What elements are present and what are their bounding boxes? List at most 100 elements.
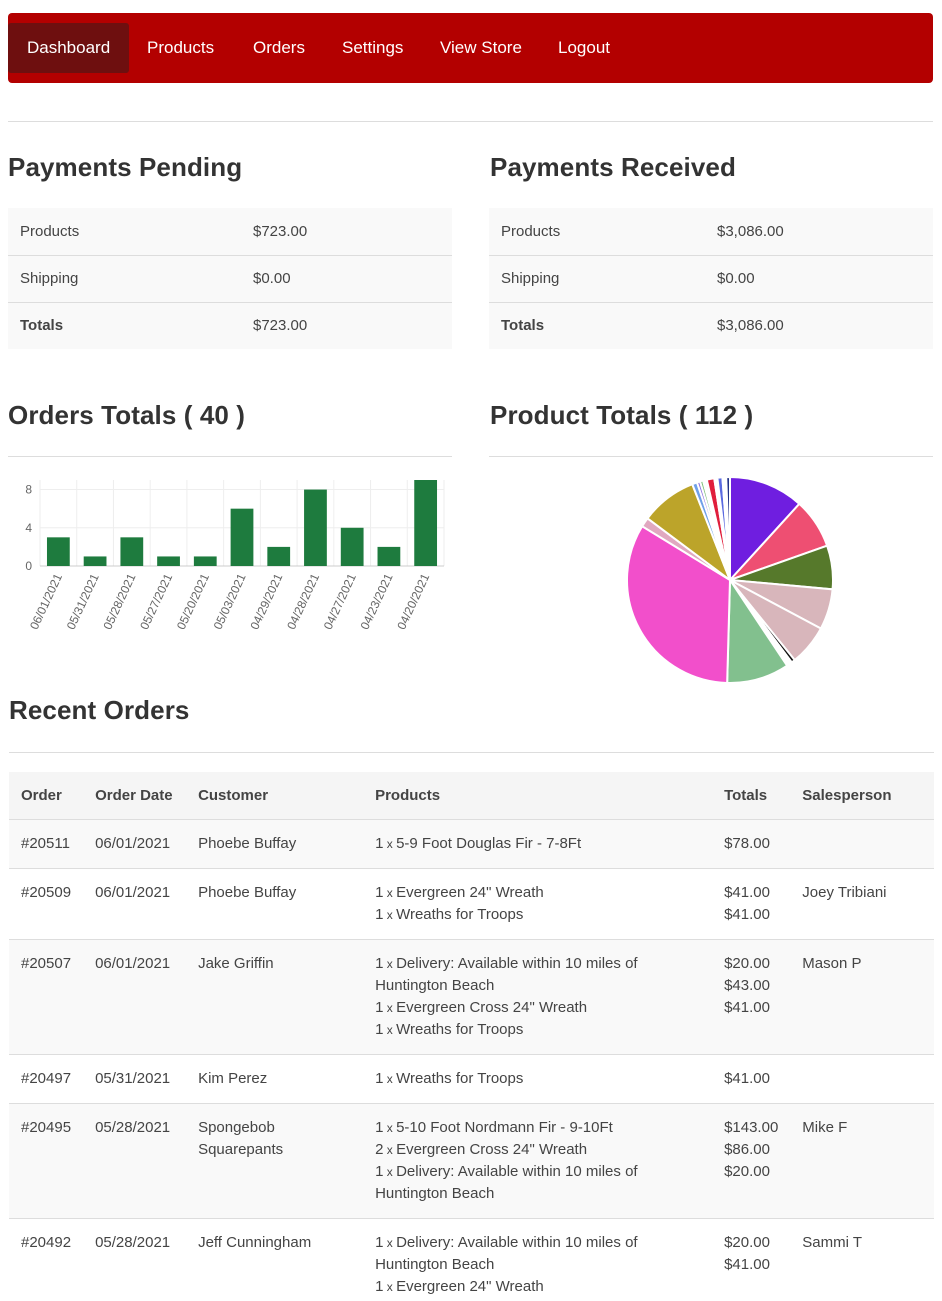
order-number[interactable]: #20495: [9, 1103, 84, 1219]
y-tick-label: 0: [25, 559, 32, 573]
product-name: 5-10 Foot Nordmann Fir - 9-10Ft: [396, 1118, 613, 1136]
pie-slice[interactable]: [729, 475, 801, 583]
table-row[interactable]: #20509 06/01/2021 Phoebe Buffay 1 x Evergre…: [9, 868, 934, 940]
x-tick-label: 05/31/2021: [64, 571, 102, 632]
nav-dashboard[interactable]: Dashboard: [8, 23, 130, 73]
recent-orders-table: Order Order Date Customer Products Total…: [9, 772, 934, 1301]
row-value: $0.00: [705, 255, 933, 303]
product-name: Evergreen 24" Wreath: [396, 883, 544, 901]
product-line: 1 x Wreaths for Troops: [375, 904, 700, 926]
order-date: 06/01/2021: [83, 868, 187, 940]
orders-bar-chart: 0 4 8 06/01/202105/31/202105/28/202105/27/2…: [25, 480, 445, 632]
order-date: 06/01/2021: [83, 819, 187, 869]
order-number[interactable]: #20497: [9, 1054, 84, 1104]
order-salesperson: Joey Tribiani: [790, 868, 934, 940]
table-row[interactable]: #20507 06/01/2021 Jake Griffin 1 x Delivery…: [9, 939, 934, 1055]
table-row[interactable]: #20495 05/28/2021 Spongebob Squarepants 1 x…: [9, 1103, 934, 1219]
bar[interactable]: [414, 480, 438, 566]
table-row: Shipping $0.00: [489, 255, 933, 303]
line-total: $20.00: [724, 1233, 770, 1251]
pie-slice[interactable]: [725, 475, 731, 581]
order-totals: $78.00: [712, 819, 791, 869]
bar[interactable]: [340, 527, 364, 566]
bar[interactable]: [267, 546, 291, 566]
order-number[interactable]: #20509: [9, 868, 84, 940]
bar[interactable]: [83, 556, 107, 566]
product-name: Delivery: Available within 10 miles of H…: [375, 954, 638, 994]
row-label: Shipping: [8, 255, 241, 303]
bar[interactable]: [46, 537, 70, 566]
product-qty: 1: [375, 998, 384, 1016]
order-number[interactable]: #20507: [9, 939, 84, 1055]
order-customer: Jake Griffin: [186, 939, 364, 1055]
product-totals-title: Product Totals ( 112 ): [490, 400, 754, 430]
table-row: Totals $3,086.00: [489, 302, 933, 349]
x-tick-label: 04/20/2021: [394, 571, 432, 632]
bar[interactable]: [230, 508, 254, 566]
order-salesperson: Mike F: [790, 1103, 934, 1219]
row-value: $3,086.00: [705, 302, 933, 349]
product-line: 1 x Delivery: Available within 10 miles …: [375, 1161, 700, 1205]
times-sign: x: [383, 907, 397, 922]
payments-pending-title: Payments Pending: [8, 152, 243, 182]
product-qty: 1: [375, 1069, 384, 1087]
order-products: 1 x Evergreen 24" Wreath 1 x Wreaths for …: [363, 868, 713, 940]
col-products: Products: [363, 772, 713, 820]
y-tick-label: 4: [25, 521, 32, 535]
product-qty: 1: [375, 883, 384, 901]
recent-orders-title: Recent Orders: [9, 695, 190, 725]
times-sign: x: [383, 885, 397, 900]
product-line: 1 x Wreaths for Troops: [375, 1019, 700, 1041]
nav-orders[interactable]: Orders: [253, 38, 305, 57]
product-line: 1 x Delivery: Available within 10 miles …: [375, 1232, 700, 1276]
order-customer: Jeff Cunningham: [186, 1218, 364, 1301]
times-sign: x: [383, 1164, 397, 1179]
divider: [9, 752, 934, 753]
product-qty: 2: [375, 1140, 384, 1158]
order-salesperson: [790, 1054, 934, 1104]
product-qty: 1: [375, 1020, 384, 1038]
line-total: $143.00: [724, 1118, 779, 1136]
table-row[interactable]: #20492 05/28/2021 Jeff Cunningham 1 x Deliv…: [9, 1218, 934, 1301]
bar[interactable]: [377, 546, 401, 566]
row-label: Shipping: [489, 255, 705, 303]
nav-settings[interactable]: Settings: [342, 38, 404, 57]
bar[interactable]: [120, 537, 144, 566]
table-row: Products $723.00: [8, 208, 452, 256]
bar[interactable]: [193, 556, 217, 566]
orders-totals-title: Orders Totals ( 40 ): [8, 400, 246, 430]
row-label: Products: [8, 208, 241, 256]
product-qty: 1: [375, 1233, 384, 1251]
product-name: Evergreen Cross 24" Wreath: [396, 998, 588, 1016]
product-qty: 1: [375, 834, 384, 852]
line-total: $78.00: [724, 834, 770, 852]
y-tick-label: 8: [25, 483, 32, 497]
product-line: 1 x Evergreen Cross 24" Wreath: [375, 997, 700, 1019]
nav-logout[interactable]: Logout: [558, 38, 610, 57]
nav-view-store[interactable]: View Store: [440, 38, 522, 57]
table-row[interactable]: #20497 05/31/2021 Kim Perez 1 x Wreaths for…: [9, 1054, 934, 1104]
order-date: 05/28/2021: [83, 1103, 187, 1219]
bar[interactable]: [157, 556, 180, 566]
main-navbar: Dashboard Products Orders Settings View …: [8, 13, 933, 83]
x-tick-label: 06/01/2021: [27, 571, 65, 632]
order-number[interactable]: #20492: [9, 1218, 84, 1301]
order-customer: Phoebe Buffay: [186, 819, 364, 869]
bar[interactable]: [304, 489, 327, 566]
times-sign: x: [383, 1235, 397, 1250]
line-total: $41.00: [724, 883, 770, 901]
product-line: 1 x 5-9 Foot Douglas Fir - 7-8Ft: [375, 833, 700, 855]
x-tick-label: 05/20/2021: [174, 571, 212, 632]
product-line: 1 x Evergreen 24" Wreath: [375, 1276, 700, 1298]
product-pie-chart: [626, 475, 834, 684]
times-sign: x: [383, 956, 397, 971]
product-name: Evergreen 24" Wreath: [396, 1277, 544, 1295]
table-row[interactable]: #20511 06/01/2021 Phoebe Buffay 1 x 5-9 Foo…: [9, 819, 934, 869]
product-name: Wreaths for Troops: [396, 1020, 524, 1038]
order-date: 05/28/2021: [83, 1218, 187, 1301]
order-date: 06/01/2021: [83, 939, 187, 1055]
nav-products[interactable]: Products: [147, 38, 215, 57]
order-number[interactable]: #20511: [9, 819, 84, 869]
product-qty: 1: [375, 905, 384, 923]
product-name: Wreaths for Troops: [396, 1069, 524, 1087]
